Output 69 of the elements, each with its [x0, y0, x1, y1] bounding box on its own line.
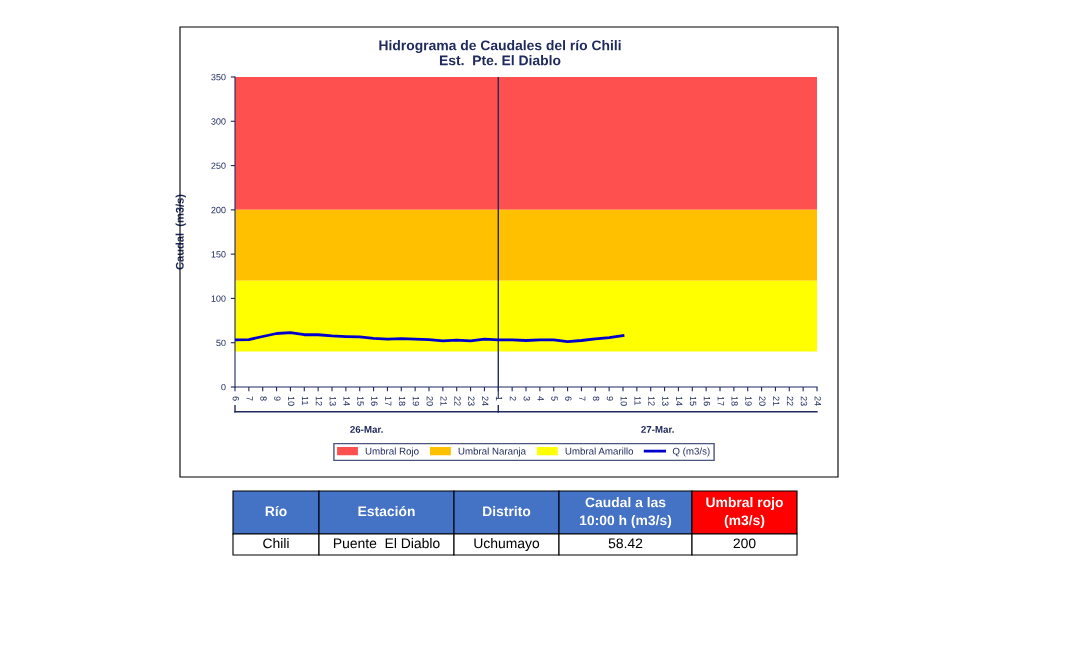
x-tick-label: 20 — [426, 396, 433, 406]
text: Puente El Diablo — [333, 538, 440, 549]
x-tick-label: 21 — [440, 396, 447, 406]
x-tick-label: 23 — [800, 396, 808, 406]
x-tick-label: 21 — [773, 396, 780, 406]
x-tick-label: 19 — [745, 396, 752, 406]
text: 200 — [733, 538, 756, 549]
x-tick-label: 13 — [329, 396, 336, 406]
text: Chili — [263, 538, 289, 549]
y-tick-label: 100 — [211, 295, 226, 302]
x-tick-label: 10 — [620, 396, 627, 406]
text: Umbral rojo (m3/s) — [706, 497, 783, 528]
y-tick-label: 250 — [211, 162, 226, 169]
x-tick-label: 12 — [315, 396, 323, 406]
y-axis-title: Caudal (m3/s) — [175, 194, 186, 270]
legend-label: Umbral Rojo — [365, 447, 419, 457]
x-tick-label: 16 — [371, 396, 378, 406]
x-tick-label: 17 — [385, 396, 392, 406]
legend-label: Umbral Naranja — [458, 447, 527, 457]
text: Río — [265, 505, 287, 517]
y-tick-label: 0 — [221, 383, 226, 391]
x-tick-label: 16 — [703, 396, 711, 406]
legend-label: Q (m3/s) — [672, 447, 710, 457]
x-tick-label: 5 — [551, 396, 558, 401]
y-tick-label: 50 — [216, 339, 226, 347]
x-tick-label: 8 — [592, 396, 600, 401]
text: Caudal a las 10:00 h (m3/s) — [580, 497, 672, 528]
y-tick-label: 150 — [211, 251, 226, 258]
y-tick-label: 200 — [211, 206, 226, 214]
x-tick-label: 9 — [606, 396, 614, 401]
x-tick-label: 24 — [814, 396, 821, 406]
x-tick-label: 11 — [634, 396, 641, 405]
x-tick-label: 22 — [454, 396, 461, 406]
text: Distrito — [483, 506, 531, 517]
chart-title: Hidrograma de Caudales del río Chili Est. Pte. El Diablo — [379, 39, 621, 66]
x-tick-label: 14 — [343, 396, 350, 406]
x-tick-label: 7 — [246, 396, 253, 401]
text: Uchumayo — [474, 538, 540, 551]
x-tick-label: 6 — [565, 396, 572, 401]
x-tick-label: 9 — [274, 396, 281, 401]
x-tick-label: 1 — [495, 396, 503, 401]
x-tick-label: 24 — [482, 396, 489, 406]
x-tick-label: 20 — [759, 396, 766, 406]
x-tick-label: 15 — [689, 396, 697, 406]
x-tick-label: 15 — [357, 396, 364, 406]
x-tick-label: 17 — [717, 396, 724, 406]
text: 58.42 — [608, 538, 643, 549]
x-tick-label: 12 — [648, 396, 655, 406]
x-tick-label: 11 — [301, 396, 309, 405]
y-tick-label: 300 — [211, 118, 226, 125]
x-tick-label: 14 — [676, 396, 683, 406]
x-tick-label: 10 — [288, 396, 295, 406]
legend-label: Umbral Amarillo — [565, 447, 634, 455]
x-tick-label: 2 — [509, 396, 517, 401]
x-tick-label: 18 — [731, 396, 738, 406]
text: Estación — [358, 505, 415, 517]
x-tick-label: 4 — [537, 396, 544, 401]
x-tick-label: 13 — [662, 396, 669, 406]
x-tick-label: 7 — [579, 396, 586, 401]
x-tick-label: 8 — [260, 396, 267, 401]
y-tick-label: 350 — [211, 73, 226, 81]
x-tick-label: 22 — [786, 396, 794, 406]
x-tick-label: 18 — [398, 396, 406, 406]
x-tick-label: 19 — [412, 396, 420, 406]
x-tick-label: 6 — [232, 396, 239, 401]
text: 26-Mar. — [350, 426, 383, 433]
x-tick-label: 23 — [468, 396, 475, 406]
x-tick-label: 3 — [523, 396, 530, 401]
text: 27-Mar. — [641, 426, 674, 433]
